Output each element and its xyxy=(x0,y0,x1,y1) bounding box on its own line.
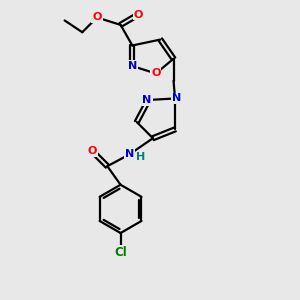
Text: N: N xyxy=(172,94,181,103)
Text: O: O xyxy=(134,10,143,20)
Text: Cl: Cl xyxy=(114,246,127,259)
Text: N: N xyxy=(125,149,134,159)
Text: H: H xyxy=(136,152,145,162)
Text: N: N xyxy=(128,61,137,71)
Text: O: O xyxy=(88,146,97,157)
Text: O: O xyxy=(92,13,102,22)
Text: O: O xyxy=(151,68,160,78)
Text: N: N xyxy=(142,95,152,105)
